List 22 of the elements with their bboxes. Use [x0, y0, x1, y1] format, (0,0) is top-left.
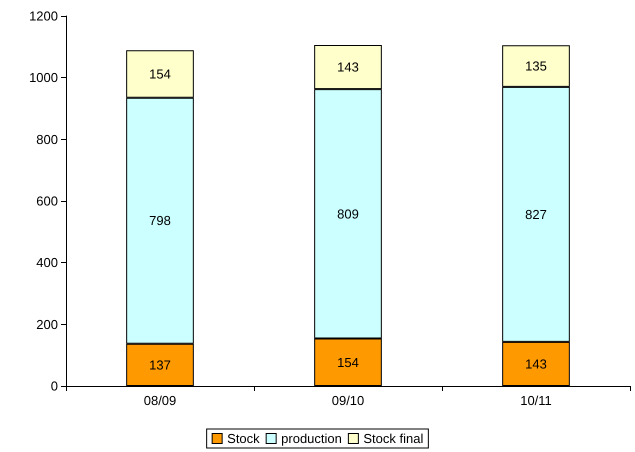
y-tick-label: 0: [50, 378, 58, 394]
y-tick-label: 1200: [29, 8, 58, 24]
legend-label: production: [281, 431, 342, 446]
data-label: 143: [525, 356, 547, 372]
data-label: 827: [525, 206, 547, 222]
y-tick-label: 400: [36, 255, 58, 270]
data-label: 798: [149, 213, 171, 228]
data-label: 143: [337, 60, 359, 75]
x-tick-label: 10/11: [520, 393, 552, 408]
y-tick-label: 1000: [29, 70, 58, 86]
data-label: 809: [337, 206, 359, 222]
data-label: 154: [149, 66, 171, 82]
data-label: 137: [149, 357, 171, 372]
y-tick-label: 200: [36, 316, 58, 332]
y-tick-label: 800: [36, 132, 58, 147]
legend-label: Stock: [227, 431, 260, 446]
data-label: 154: [337, 354, 359, 370]
x-tick-label: 09/10: [332, 393, 364, 408]
x-tick-label: 08/09: [144, 393, 176, 408]
data-label: 135: [525, 58, 547, 74]
legend-label: Stock final: [363, 431, 424, 446]
y-tick-label: 600: [36, 194, 58, 208]
